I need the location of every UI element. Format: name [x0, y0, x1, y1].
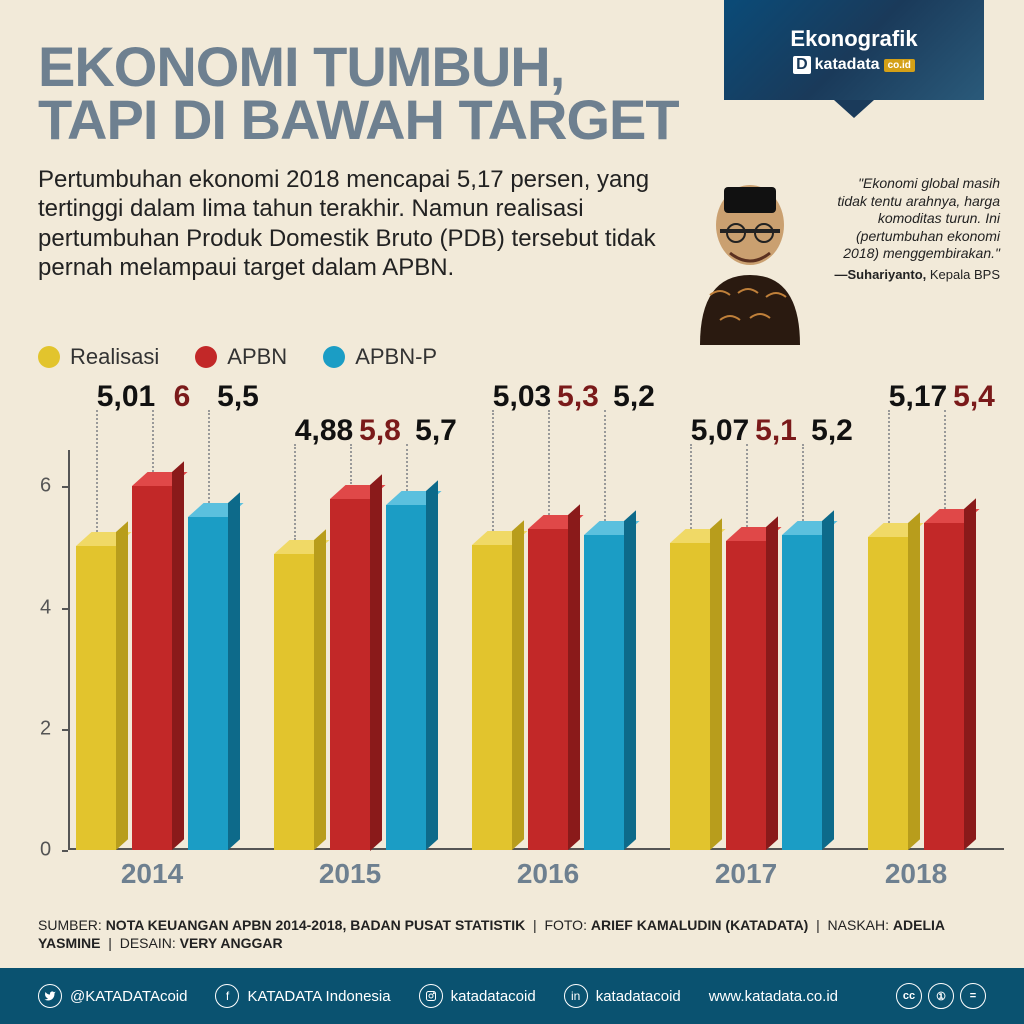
leader-line [802, 444, 804, 521]
ytick-label: 4 [40, 596, 51, 619]
legend-item: APBN [195, 344, 287, 370]
leader-line [294, 444, 296, 540]
value-label: 5,7 [415, 414, 457, 448]
legend-label: APBN [227, 344, 287, 370]
year-label: 2016 [517, 858, 579, 890]
value-label: 5,2 [613, 380, 655, 414]
leader-line [406, 444, 408, 491]
legend-dot [195, 346, 217, 368]
value-label: 5,07 [691, 414, 749, 448]
quote-text: "Ekonomi global masih tidak tentu arahny… [830, 175, 1000, 263]
bar-apbn [924, 523, 964, 850]
headline: EKONOMI TUMBUH, TAPI DI BAWAH TARGET [38, 40, 986, 146]
legend-dot [323, 346, 345, 368]
ytick-label: 2 [40, 717, 51, 740]
ytick [62, 608, 68, 610]
legend-label: APBN-P [355, 344, 437, 370]
portrait-photo [680, 175, 820, 345]
bar-realisasi [670, 543, 710, 850]
quote-attribution: —Suhariyanto, Kepala BPS [830, 267, 1000, 283]
legend-item: APBN-P [323, 344, 437, 370]
bar-apbn-p [188, 517, 228, 850]
ytick-label: 0 [40, 839, 51, 862]
value-label: 5,17 [889, 380, 947, 414]
leader-line [944, 410, 946, 509]
leader-line [350, 444, 352, 484]
legend-label: Realisasi [70, 344, 159, 370]
instagram-link[interactable]: katadatacoid [419, 984, 536, 1008]
bar-realisasi [76, 546, 116, 850]
leader-line [96, 410, 98, 532]
value-label: 5,5 [217, 380, 259, 414]
value-label: 5,1 [755, 414, 797, 448]
value-label: 5,03 [493, 380, 551, 414]
credits: SUMBER: NOTA KEUANGAN APBN 2014-2018, BA… [38, 916, 986, 952]
website-link[interactable]: www.katadata.co.id [709, 988, 838, 1005]
year-label: 2018 [885, 858, 947, 890]
bar-realisasi [472, 545, 512, 850]
y-axis [68, 450, 70, 850]
ytick-label: 6 [40, 475, 51, 498]
value-label: 5,4 [953, 380, 995, 414]
bar-apbn-p [782, 535, 822, 850]
twitter-icon [38, 984, 62, 1008]
year-label: 2015 [319, 858, 381, 890]
bar-chart: 5,01 6 5,5 4,885,8 5,7 5,035,3 5,2 5,075,1 5,2 5,… [38, 380, 1004, 910]
subheadline: Pertumbuhan ekonomi 2018 mencapai 5,17 p… [38, 165, 658, 282]
leader-line [604, 410, 606, 521]
plot-area: 024620142015201620172018 [68, 450, 1004, 850]
value-label: 4,88 [295, 414, 353, 448]
leader-line [888, 410, 890, 523]
bar-apbn [132, 486, 172, 850]
leader-line [492, 410, 494, 531]
cc-badges: cc①= [896, 983, 986, 1009]
value-label: 6 [174, 380, 191, 414]
value-label: 5,2 [811, 414, 853, 448]
bar-apbn-p [584, 535, 624, 850]
cc-badge: cc [896, 983, 922, 1009]
quote-block: "Ekonomi global masih tidak tentu arahny… [830, 175, 1000, 283]
bar-realisasi [868, 537, 908, 850]
leader-line [690, 444, 692, 529]
bar-apbn [726, 541, 766, 850]
cc-badge: = [960, 983, 986, 1009]
bar-apbn-p [386, 505, 426, 850]
chart-legend: Realisasi APBN APBN-P [38, 344, 437, 370]
linkedin-icon: in [564, 984, 588, 1008]
value-label: 5,3 [557, 380, 599, 414]
instagram-icon [419, 984, 443, 1008]
facebook-icon: f [215, 984, 239, 1008]
footer: @KATADATAcoid f KATADATA Indonesia katad… [0, 968, 1024, 1024]
facebook-link[interactable]: f KATADATA Indonesia [215, 984, 390, 1008]
ytick [62, 486, 68, 488]
cc-badge: ① [928, 983, 954, 1009]
bar-realisasi [274, 554, 314, 850]
leader-line [152, 410, 154, 472]
year-label: 2017 [715, 858, 777, 890]
leader-line [548, 410, 550, 515]
twitter-link[interactable]: @KATADATAcoid [38, 984, 187, 1008]
linkedin-link[interactable]: in katadatacoid [564, 984, 681, 1008]
leader-line [208, 410, 210, 503]
bar-apbn [330, 499, 370, 851]
legend-item: Realisasi [38, 344, 159, 370]
value-label: 5,01 [97, 380, 155, 414]
bar-apbn [528, 529, 568, 850]
leader-line [746, 444, 748, 527]
value-label: 5,8 [359, 414, 401, 448]
year-label: 2014 [121, 858, 183, 890]
ytick [62, 850, 68, 852]
ytick [62, 729, 68, 731]
legend-dot [38, 346, 60, 368]
